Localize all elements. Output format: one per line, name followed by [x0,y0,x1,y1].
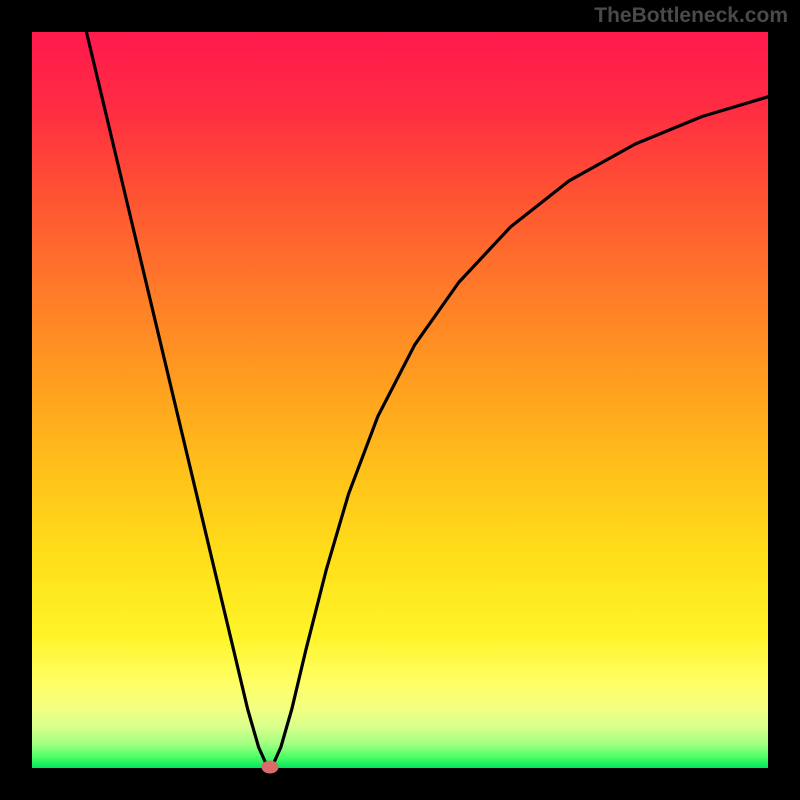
plot-area [32,32,768,768]
bottleneck-curve [86,32,768,767]
chart-container: TheBottleneck.com [0,0,800,800]
optimum-marker [261,760,278,773]
curve-layer [32,32,768,768]
attribution-text: TheBottleneck.com [594,4,788,28]
